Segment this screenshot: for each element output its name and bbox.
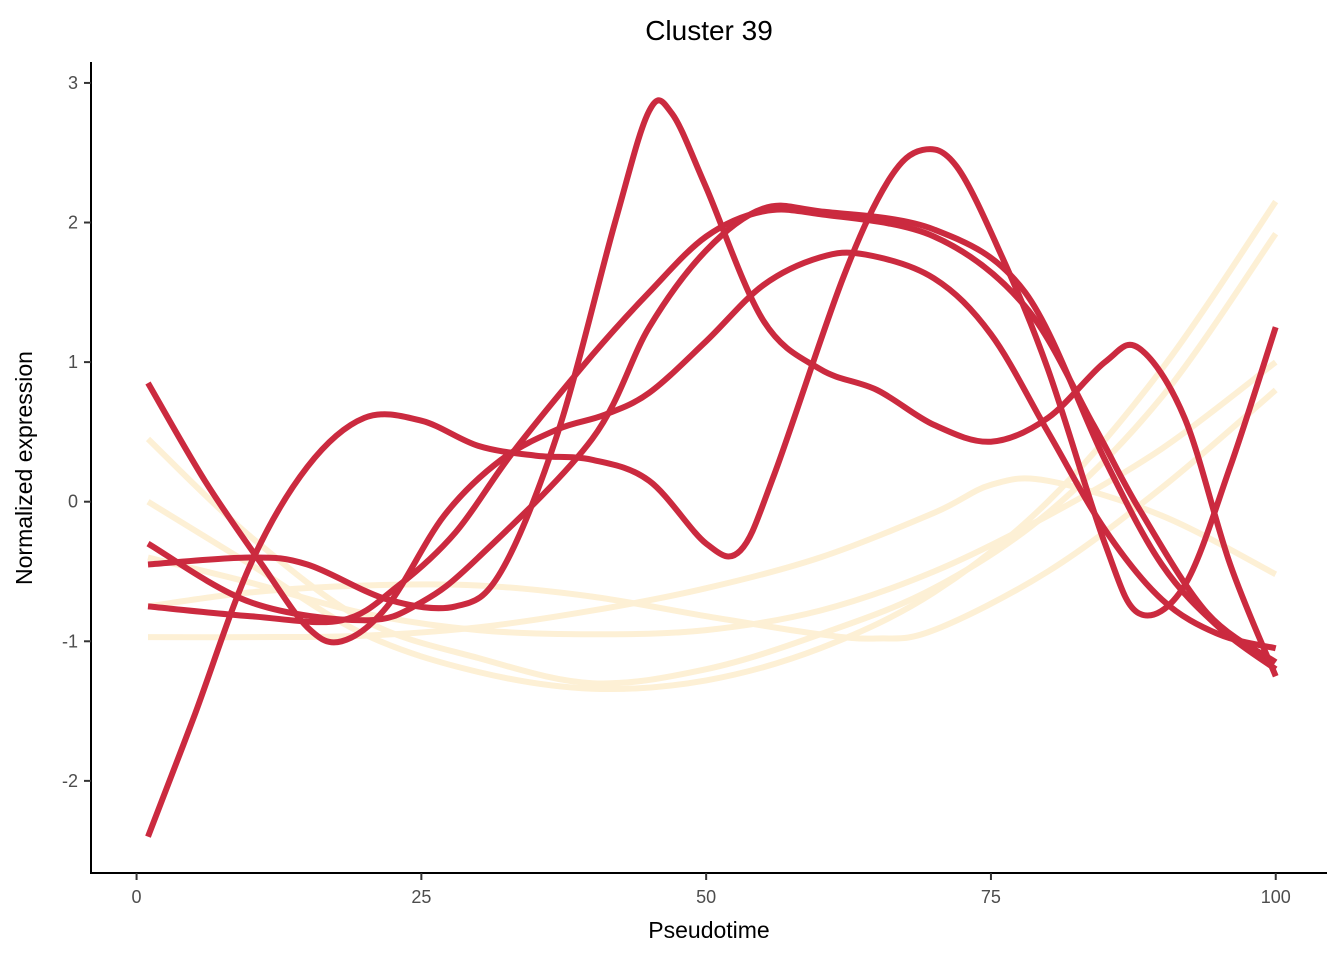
y-tick-label: 2 [68,213,78,233]
series-layer [145,97,1279,838]
series-line-8 [146,202,1278,672]
series-line-5 [147,475,1278,641]
y-tick-label: 1 [68,352,78,372]
chart-title: Cluster 39 [645,15,773,46]
series-line-10 [147,97,1279,678]
tick-layer: 0 25 50 75 100 -2 -1 0 1 2 3 [62,73,1291,907]
x-axis-title: Pseudotime [648,917,769,943]
x-tick-label: 100 [1261,887,1291,907]
x-tick-label: 75 [981,887,1001,907]
x-tick-label: 50 [696,887,716,907]
y-tick-label: 3 [68,73,78,93]
x-tick-label: 0 [132,887,142,907]
y-tick-label: 0 [68,492,78,512]
series-line-1 [145,231,1279,687]
y-tick-label: -1 [62,631,78,651]
series-line-6 [145,146,1279,838]
y-tick-label: -2 [62,771,78,791]
series-line-7 [145,249,1277,652]
y-axis-title: Normalized expression [11,351,37,585]
x-tick-label: 25 [411,887,431,907]
